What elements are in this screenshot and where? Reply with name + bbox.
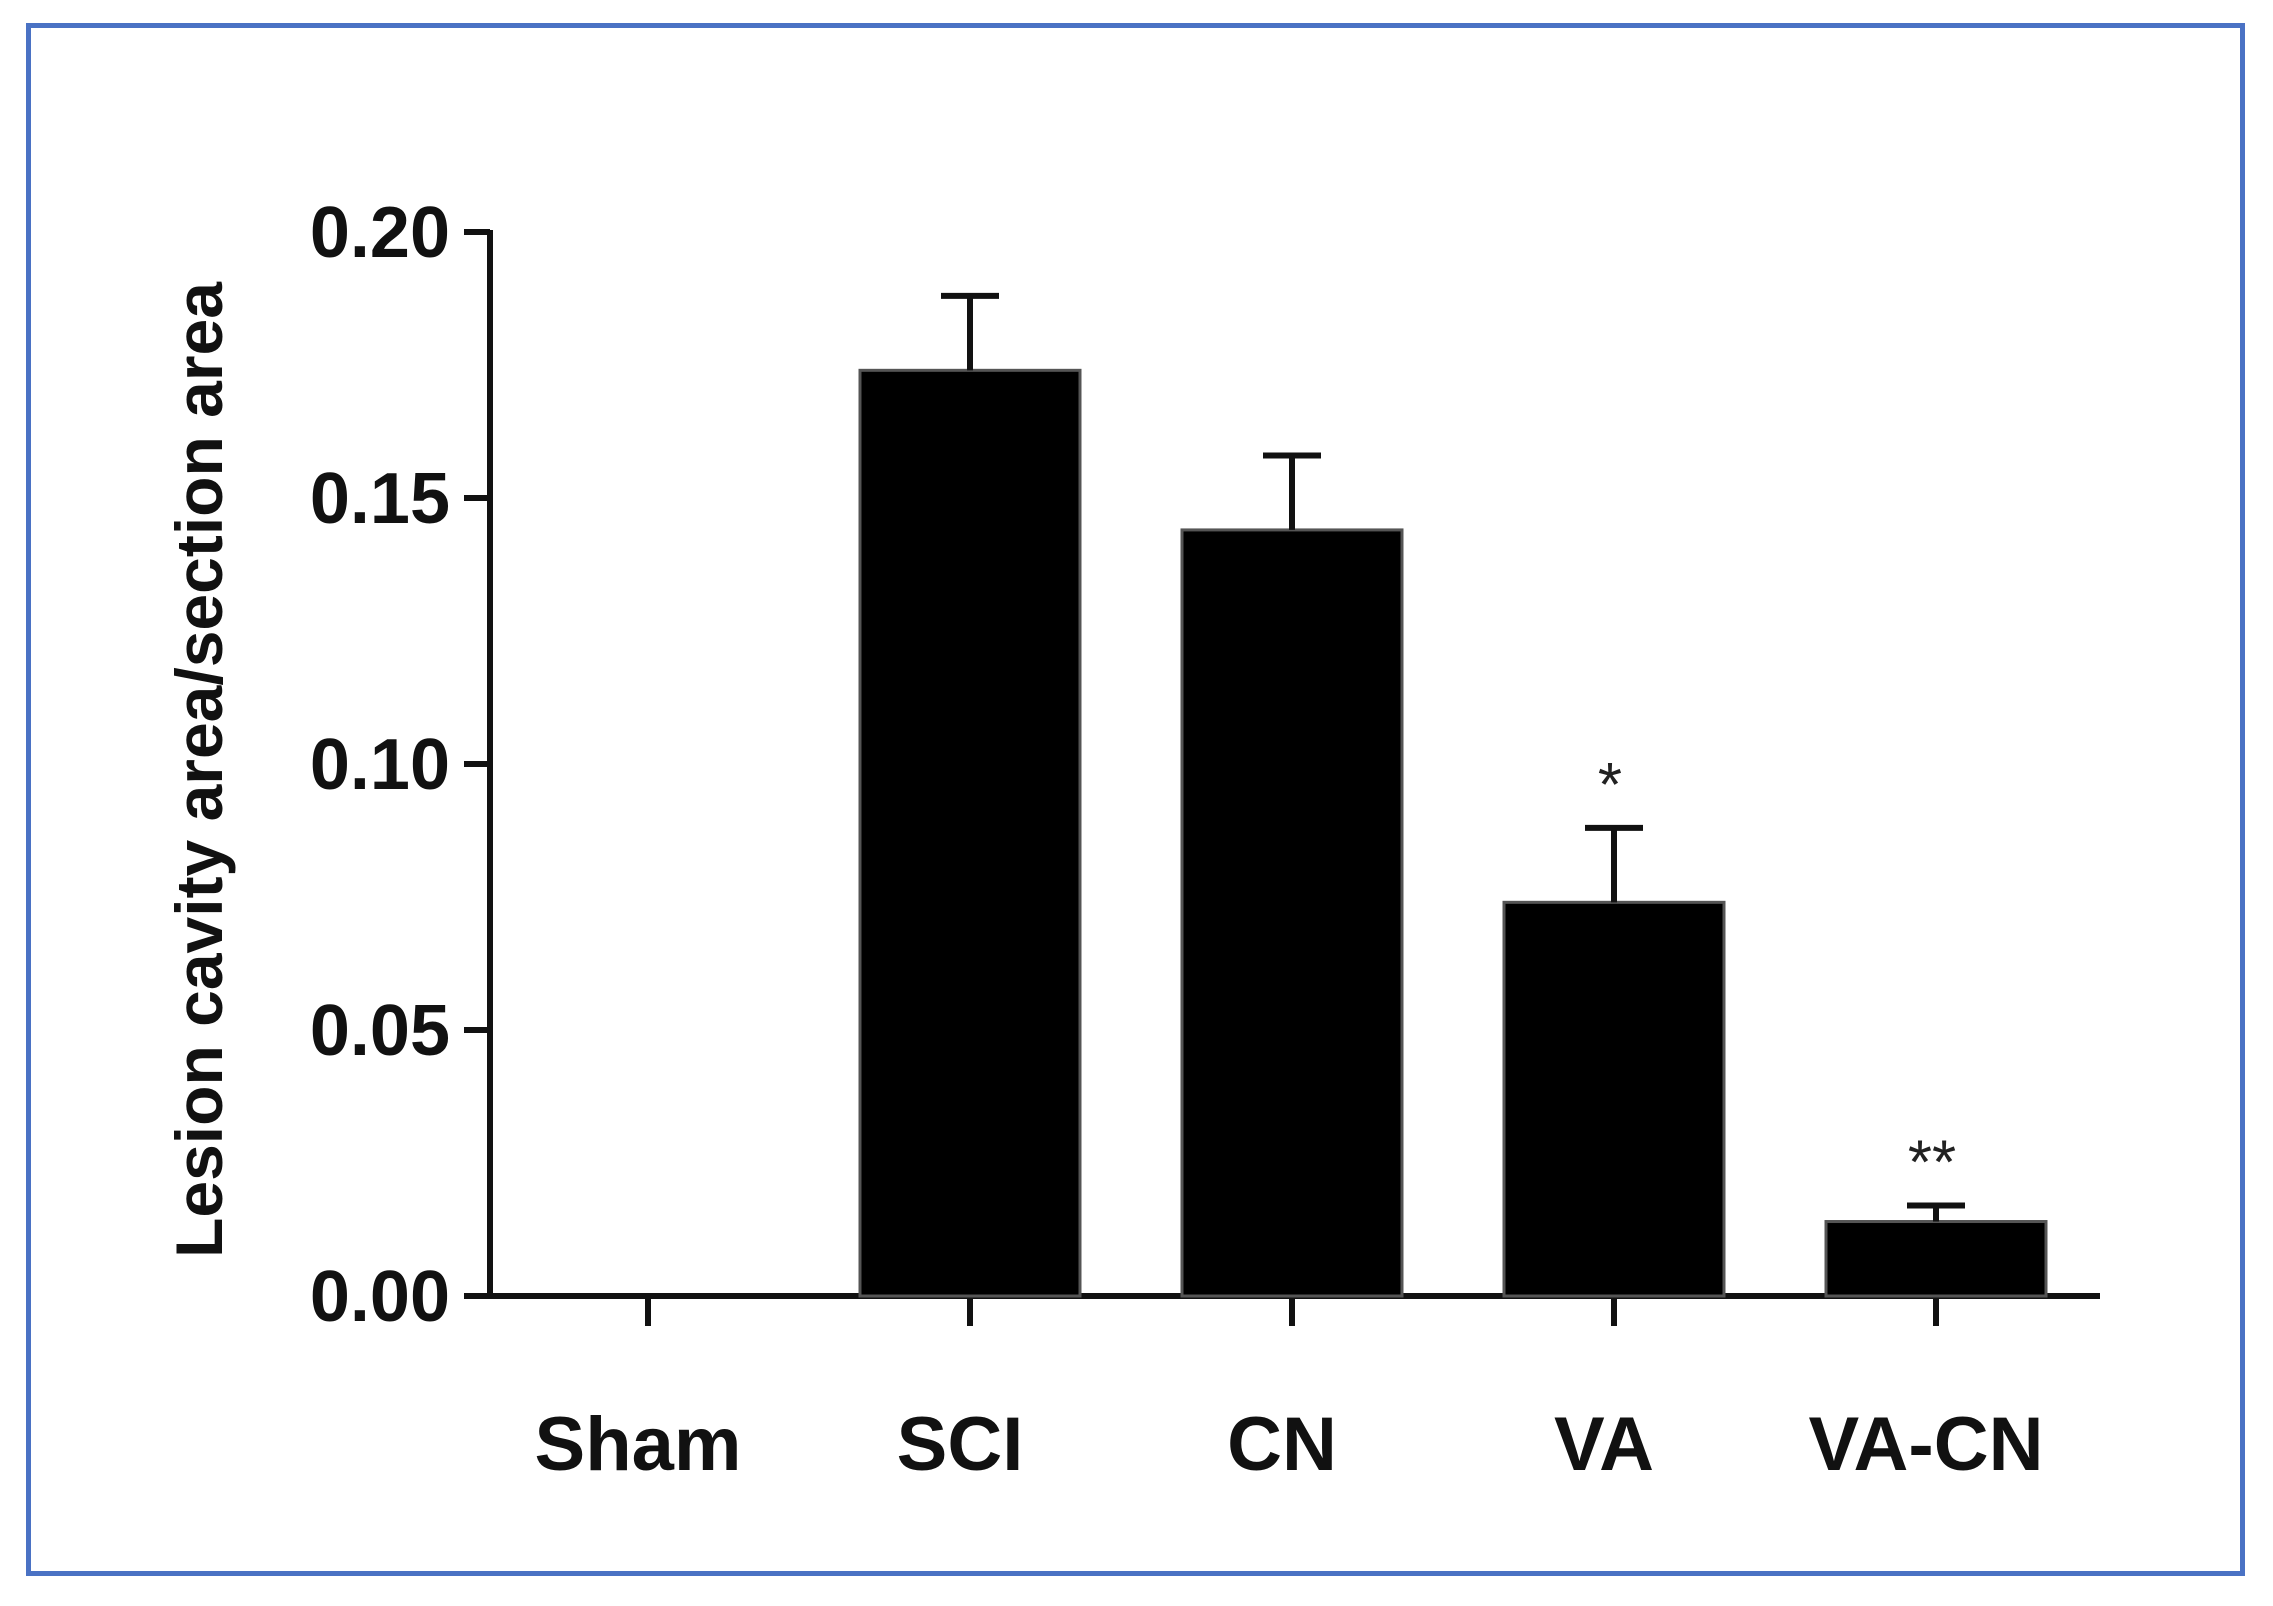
bar-cn [1180,528,1404,1298]
significance-marker-4: ** [1908,1129,1956,1198]
x-category-label-0: Sham [535,1402,742,1487]
x-category-label-3: VA [1554,1402,1654,1487]
bar-va-cn [1824,1220,2048,1298]
x-category-label-1: SCI [897,1402,1024,1487]
y-tick-label-0: 0.00 [310,1257,450,1337]
y-tick-label-3: 0.15 [310,459,450,539]
y-tick-label-1: 0.05 [310,991,450,1071]
y-tick-label-4: 0.20 [310,193,450,273]
bar-sci [858,368,1082,1298]
y-tick-label-2: 0.10 [310,725,450,805]
y-axis-title: Lesion cavity area/section area [162,281,236,1258]
bar-va [1502,900,1726,1298]
figure-frame [26,23,2245,1576]
significance-marker-3: * [1598,751,1622,820]
x-category-label-4: VA-CN [1808,1402,2043,1487]
x-category-label-2: CN [1227,1402,1337,1487]
